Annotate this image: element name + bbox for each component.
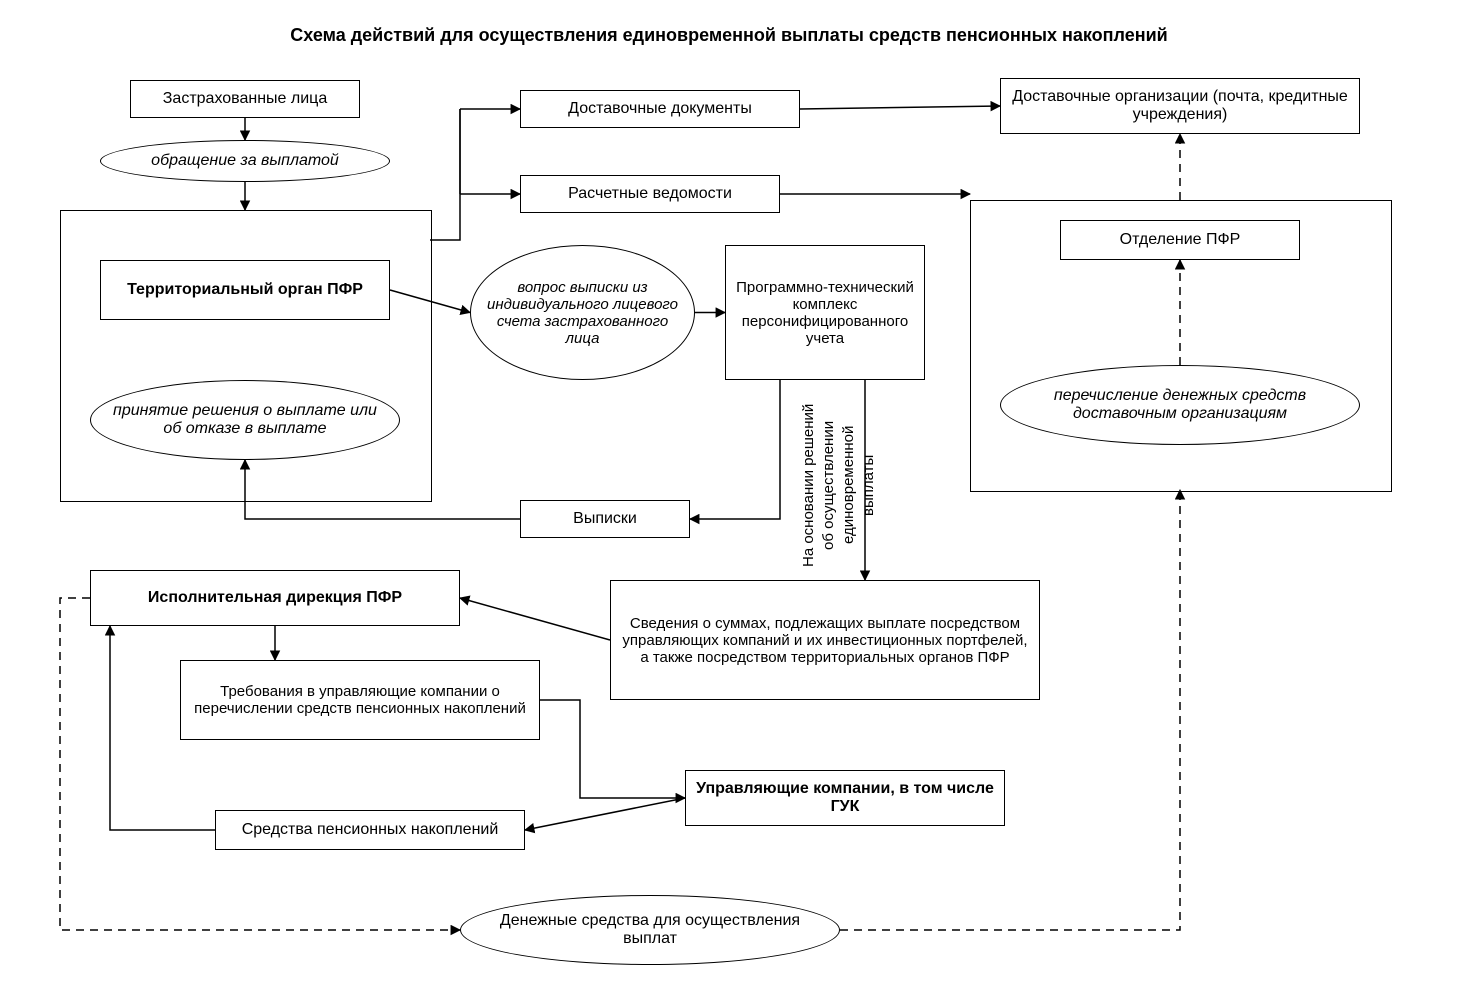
node-insured-persons: Застрахованные лица [130,80,360,118]
node-requirements: Требования в управляющие компании о пере… [180,660,540,740]
node-decision: принятие решения о выплате или об отказе… [90,380,400,460]
node-exec-directorate: Исполнительная дирекция ПФР [90,570,460,626]
node-appeal: обращение за выплатой [100,140,390,182]
flowchart-canvas: Схема действий для осуществления единовр… [0,0,1458,998]
node-extracts: Выписки [520,500,690,538]
node-payrolls: Расчетные ведомости [520,175,780,213]
node-pension-funds: Средства пенсионных накоплений [215,810,525,850]
node-management-co: Управляющие компании, в том числе ГУК [685,770,1005,826]
node-ptk: Программно-технический комплекс персониф… [725,245,925,380]
node-territorial-organ: Территориальный орган ПФР [100,260,390,320]
diagram-title: Схема действий для осуществления единовр… [200,25,1258,46]
edge-label-line1: На основании решений [800,395,817,575]
node-transfer: перечисление денежных средств доставочны… [1000,365,1360,445]
node-delivery-docs: Доставочные документы [520,90,800,128]
node-payout-info: Сведения о суммах, подлежащих выплате по… [610,580,1040,700]
node-opfr: Отделение ПФР [1060,220,1300,260]
edge-label-line2: об осуществлении [820,395,837,575]
node-delivery-orgs: Доставочные организации (почта, кредитны… [1000,78,1360,134]
node-extract-question: вопрос выписки из индивидуального лицево… [470,245,695,380]
node-money-for-payouts: Денежные средства для осуществления выпл… [460,895,840,965]
edge-label-line4: выплаты [860,395,877,575]
edge-label-line3: единовременной [840,395,857,575]
